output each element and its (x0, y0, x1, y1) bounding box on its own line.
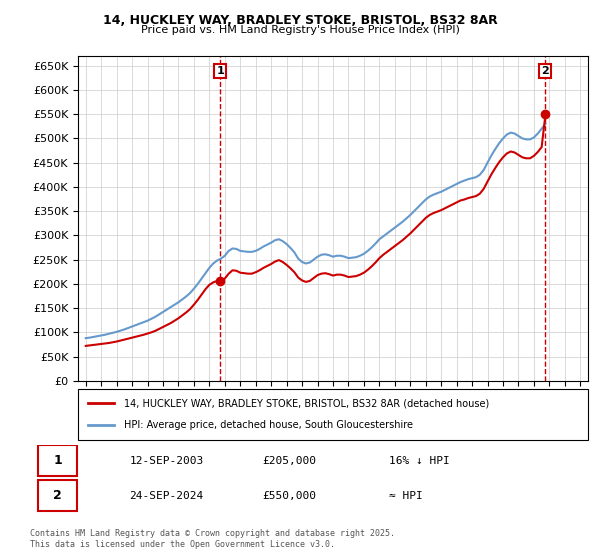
Text: Contains HM Land Registry data © Crown copyright and database right 2025.
This d: Contains HM Land Registry data © Crown c… (30, 529, 395, 549)
Text: 16% ↓ HPI: 16% ↓ HPI (389, 456, 449, 465)
Text: 12-SEP-2003: 12-SEP-2003 (130, 456, 203, 465)
Text: 14, HUCKLEY WAY, BRADLEY STOKE, BRISTOL, BS32 8AR: 14, HUCKLEY WAY, BRADLEY STOKE, BRISTOL,… (103, 14, 497, 27)
FancyBboxPatch shape (78, 389, 588, 440)
Text: 1: 1 (217, 66, 224, 76)
Text: £550,000: £550,000 (262, 491, 316, 501)
Text: HPI: Average price, detached house, South Gloucestershire: HPI: Average price, detached house, Sout… (124, 421, 413, 431)
FancyBboxPatch shape (38, 445, 77, 476)
Text: 24-SEP-2024: 24-SEP-2024 (130, 491, 203, 501)
Text: ≈ HPI: ≈ HPI (389, 491, 422, 501)
Text: £205,000: £205,000 (262, 456, 316, 465)
Text: Price paid vs. HM Land Registry's House Price Index (HPI): Price paid vs. HM Land Registry's House … (140, 25, 460, 35)
Text: 2: 2 (53, 489, 62, 502)
Text: 14, HUCKLEY WAY, BRADLEY STOKE, BRISTOL, BS32 8AR (detached house): 14, HUCKLEY WAY, BRADLEY STOKE, BRISTOL,… (124, 398, 489, 408)
FancyBboxPatch shape (38, 480, 77, 511)
Text: 2: 2 (541, 66, 549, 76)
Text: 1: 1 (53, 454, 62, 467)
